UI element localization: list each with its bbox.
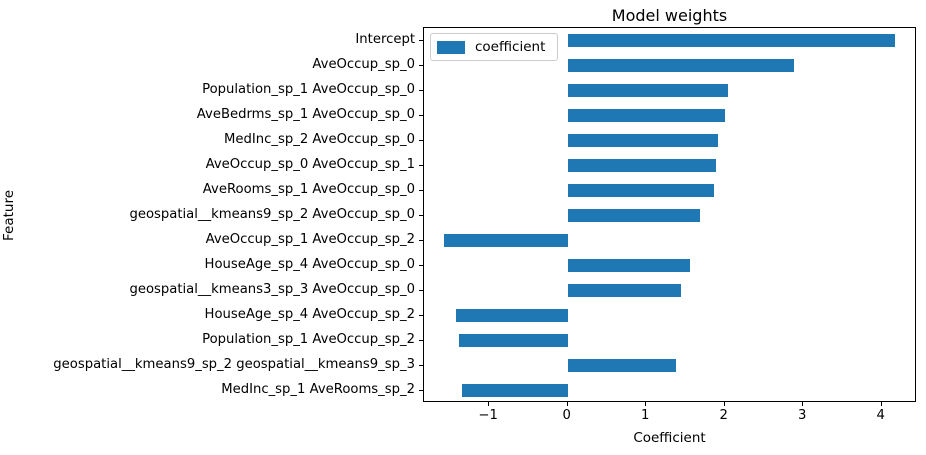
x-tick-mark: [645, 402, 647, 406]
y-tick-mark: [419, 64, 423, 66]
bar-positive: [567, 84, 728, 97]
bar-positive: [567, 134, 719, 147]
y-tick-mark: [419, 214, 423, 216]
y-tick-label: MedInc_sp_2 AveOccup_sp_0: [224, 131, 415, 147]
y-tick-label: AveOccup_sp_0 AveOccup_sp_1: [205, 156, 415, 172]
x-tick-label: 1: [640, 408, 650, 423]
y-tick-label: AveOccup_sp_1 AveOccup_sp_2: [205, 231, 415, 247]
y-tick-label: Population_sp_1 AveOccup_sp_2: [202, 331, 415, 347]
x-tick-label: 3: [797, 408, 807, 423]
x-tick-mark: [723, 402, 725, 406]
legend: coefficient: [430, 33, 559, 61]
y-tick-mark: [419, 114, 423, 116]
x-tick-mark: [802, 402, 804, 406]
x-tick-label: −1: [478, 408, 498, 423]
y-tick-mark: [419, 189, 423, 191]
y-tick-mark: [419, 89, 423, 91]
y-tick-label: HouseAge_sp_4 AveOccup_sp_2: [204, 306, 415, 322]
y-tick-mark: [419, 289, 423, 291]
bar-positive: [567, 159, 717, 172]
y-tick-mark: [419, 39, 423, 41]
x-tick-mark: [488, 402, 490, 406]
y-tick-label: geospatial__kmeans9_sp_2 geospatial__kme…: [53, 356, 415, 372]
y-tick-mark: [419, 339, 423, 341]
bar-negative: [458, 334, 568, 347]
y-tick-label: AveOccup_sp_0: [312, 56, 415, 72]
chart-title: Model weights: [611, 6, 728, 25]
bar-positive: [567, 209, 700, 222]
y-tick-label: Population_sp_1 AveOccup_sp_0: [202, 81, 415, 97]
y-tick-label: Intercept: [355, 31, 415, 47]
bar-positive: [567, 259, 691, 272]
bar-positive: [567, 59, 794, 72]
bar-negative: [443, 234, 568, 247]
bar-negative: [456, 309, 568, 322]
y-tick-label: geospatial__kmeans3_sp_3 AveOccup_sp_0: [129, 281, 415, 297]
y-tick-label: geospatial__kmeans9_sp_2 AveOccup_sp_0: [129, 206, 415, 222]
bar-positive: [567, 284, 681, 297]
y-tick-mark: [419, 364, 423, 366]
x-axis-label: Coefficient: [633, 430, 706, 446]
bar-negative: [462, 384, 568, 397]
x-tick-mark: [880, 402, 882, 406]
x-tick-label: 4: [876, 408, 885, 423]
y-tick-mark: [419, 314, 423, 316]
plot-area: coefficient: [423, 27, 916, 402]
legend-swatch-icon: [437, 40, 465, 54]
y-tick-mark: [419, 164, 423, 166]
x-tick-label: 0: [562, 408, 571, 423]
bar-positive: [567, 184, 714, 197]
bar-positive: [567, 109, 725, 122]
x-tick-label: 2: [719, 408, 728, 423]
y-tick-mark: [419, 139, 423, 141]
y-tick-mark: [419, 389, 423, 391]
bar-positive: [567, 34, 895, 47]
y-tick-label: HouseAge_sp_4 AveOccup_sp_0: [204, 256, 415, 272]
legend-label: coefficient: [475, 39, 546, 55]
bar-positive: [567, 359, 676, 372]
y-tick-label: MedInc_sp_1 AveRooms_sp_2: [221, 381, 415, 397]
y-tick-label: AveRooms_sp_1 AveOccup_sp_0: [202, 181, 415, 197]
y-tick-label: AveBedrms_sp_1 AveOccup_sp_0: [196, 106, 415, 122]
y-tick-mark: [419, 264, 423, 266]
x-tick-mark: [566, 402, 568, 406]
y-tick-mark: [419, 239, 423, 241]
